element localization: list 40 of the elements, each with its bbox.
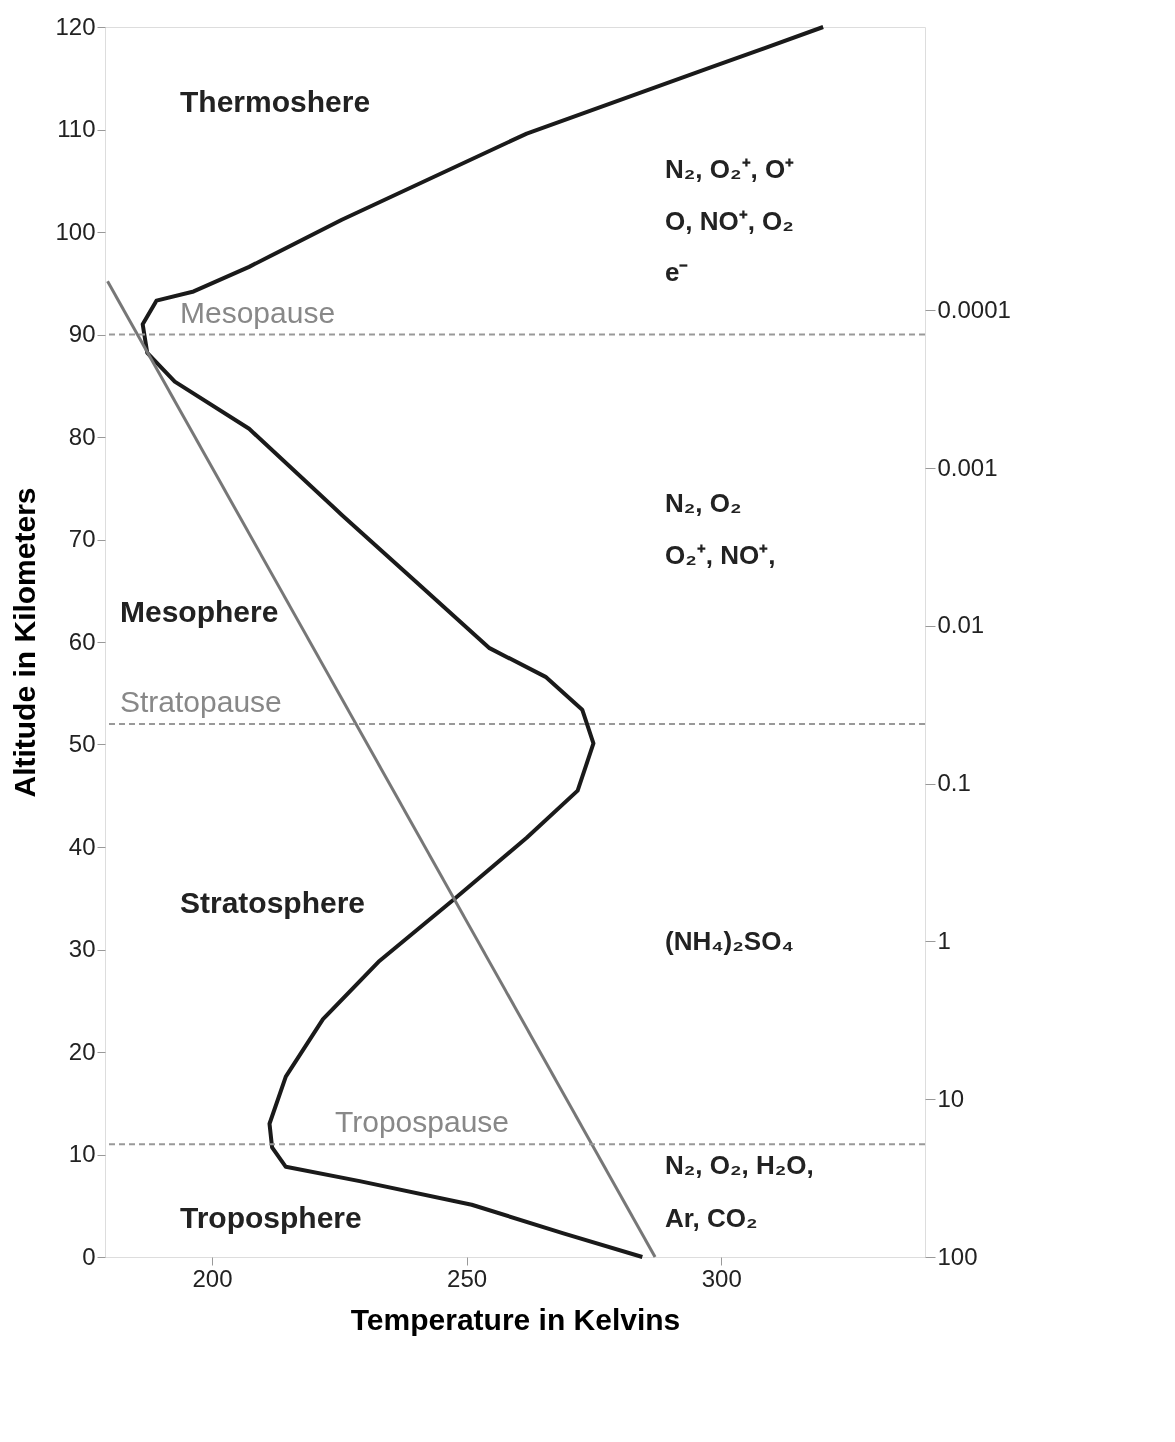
ref-line-label: Mesopause bbox=[180, 295, 336, 329]
y-tick-label: 90 bbox=[68, 320, 96, 347]
annotation: Mesophere bbox=[120, 595, 279, 629]
annotation: Ar, CO₂ bbox=[665, 1202, 758, 1233]
y-tick-label: 0 bbox=[82, 1242, 96, 1270]
y-tick-label: 10 bbox=[68, 1140, 96, 1167]
y-tick-label: 60 bbox=[68, 627, 96, 655]
x-tick-label: 200 bbox=[192, 1264, 233, 1292]
y-tick-label: 30 bbox=[68, 935, 96, 962]
annotation: e⁻ bbox=[665, 257, 689, 287]
y-axis-title: Altitude in Kilometers bbox=[8, 487, 42, 798]
y2-tick-label: 0.0001 bbox=[937, 295, 1011, 323]
ref-line-label: Stratopause bbox=[120, 685, 282, 718]
x-tick-label: 250 bbox=[447, 1264, 488, 1292]
y2-tick-label: 0.01 bbox=[937, 611, 985, 639]
y-tick-label: 110 bbox=[57, 115, 96, 142]
annotation: (NH₄)₂SO₄ bbox=[665, 926, 794, 957]
x-tick-label: 300 bbox=[701, 1264, 742, 1292]
annotation: Troposphere bbox=[180, 1200, 362, 1234]
y-tick-label: 80 bbox=[68, 422, 96, 450]
annotation: Stratosphere bbox=[180, 886, 366, 920]
annotation: Thermoshere bbox=[180, 85, 371, 119]
y-tick-label: 40 bbox=[68, 832, 96, 860]
y2-tick-label: 10 bbox=[937, 1084, 965, 1112]
y2-tick-label: 1 bbox=[937, 926, 951, 954]
annotation: N₂, O₂⁺, O⁺ bbox=[665, 154, 795, 185]
y2-tick-label: 0.1 bbox=[937, 769, 971, 797]
y2-tick-label: 0.001 bbox=[937, 453, 998, 481]
annotation: O₂⁺, NO⁺, bbox=[665, 540, 776, 571]
y-tick-label: 70 bbox=[68, 525, 96, 552]
y2-tick-label: 100 bbox=[937, 1242, 978, 1270]
annotation: N₂, O₂, H₂O, bbox=[665, 1150, 814, 1181]
y-tick-label: 20 bbox=[68, 1037, 96, 1065]
y-tick-label: 120 bbox=[55, 12, 96, 40]
y-tick-label: 100 bbox=[55, 217, 96, 245]
ref-line-label: Tropospause bbox=[335, 1105, 509, 1139]
y-tick-label: 50 bbox=[68, 730, 96, 757]
annotation: O, NO⁺, O₂ bbox=[665, 206, 794, 237]
annotation: N₂, O₂ bbox=[665, 487, 742, 518]
x-axis-title: Temperature in Kelvins bbox=[350, 1302, 681, 1336]
